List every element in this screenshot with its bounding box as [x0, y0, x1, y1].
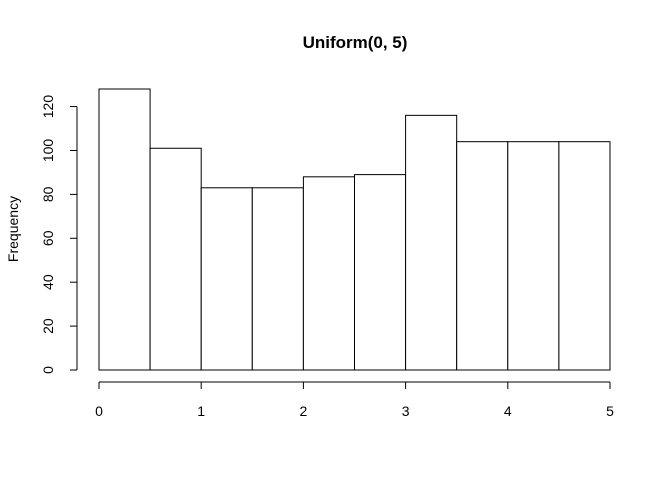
y-tick-label-4: 80 — [40, 186, 56, 202]
histogram-bar-7 — [456, 141, 509, 371]
histogram-bar-8 — [507, 141, 560, 371]
histogram-bar-9 — [558, 141, 611, 371]
histogram-bar-1 — [149, 147, 202, 371]
histogram-bar-0 — [98, 88, 151, 371]
x-axis: 0 1 2 3 4 5 — [95, 381, 614, 419]
y-tick-label-6: 120 — [40, 95, 56, 119]
histogram-bar-6 — [405, 114, 458, 371]
histogram-bar-4 — [302, 176, 355, 371]
x-tick-label-0: 0 — [95, 403, 103, 419]
bars-group — [98, 88, 611, 371]
y-tick-label-0: 0 — [40, 366, 56, 374]
y-tick-label-5: 100 — [40, 139, 56, 163]
x-tick-label-1: 1 — [197, 403, 205, 419]
y-tick-label-2: 40 — [40, 274, 56, 290]
x-tick-label-4: 4 — [504, 403, 512, 419]
histogram-bar-2 — [200, 187, 253, 371]
x-tick-label-3: 3 — [402, 403, 410, 419]
histogram-bar-5 — [354, 174, 407, 371]
histogram-bar-3 — [251, 187, 304, 371]
y-tick-label-3: 60 — [40, 230, 56, 246]
y-axis-label: Frequency — [5, 196, 21, 262]
y-axis: 0 20 40 60 80 100 120 — [40, 95, 78, 374]
y-tick-label-1: 20 — [40, 318, 56, 334]
chart-title: Uniform(0, 5) — [303, 33, 408, 52]
x-tick-label-2: 2 — [300, 403, 308, 419]
x-tick-label-5: 5 — [606, 403, 614, 419]
